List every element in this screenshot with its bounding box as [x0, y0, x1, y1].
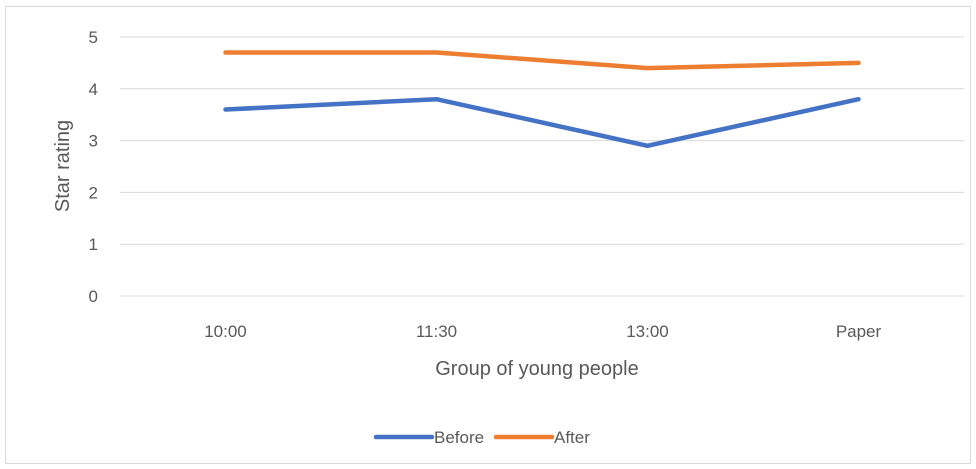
x-axis-title: Group of young people	[435, 358, 639, 380]
y-tick-label: 2	[89, 183, 98, 202]
series-line-before	[223, 96, 861, 149]
x-axis-tick-labels: 10:00 11:30 13:00 Paper	[204, 322, 881, 341]
y-axis-tick-labels: 0 1 2 3 4 5	[89, 28, 98, 306]
y-tick-label: 1	[89, 235, 98, 254]
y-tick-label: 5	[89, 28, 98, 47]
x-tick-label: 13:00	[626, 322, 669, 341]
legend: Before After	[373, 428, 590, 447]
chart-frame	[5, 6, 971, 464]
legend-label-after: After	[554, 428, 590, 447]
y-tick-label: 4	[89, 80, 98, 99]
gridlines	[120, 36, 964, 297]
x-tick-label: Paper	[836, 322, 882, 341]
y-axis-title: Star rating	[52, 120, 74, 212]
x-tick-label: 11:30	[416, 322, 457, 341]
y-tick-label: 3	[89, 132, 98, 151]
series-line-after	[223, 50, 861, 71]
legend-label-before: Before	[434, 428, 484, 447]
x-tick-label: 10:00	[204, 322, 247, 341]
series-lines	[223, 50, 861, 149]
y-tick-label: 0	[89, 287, 98, 306]
